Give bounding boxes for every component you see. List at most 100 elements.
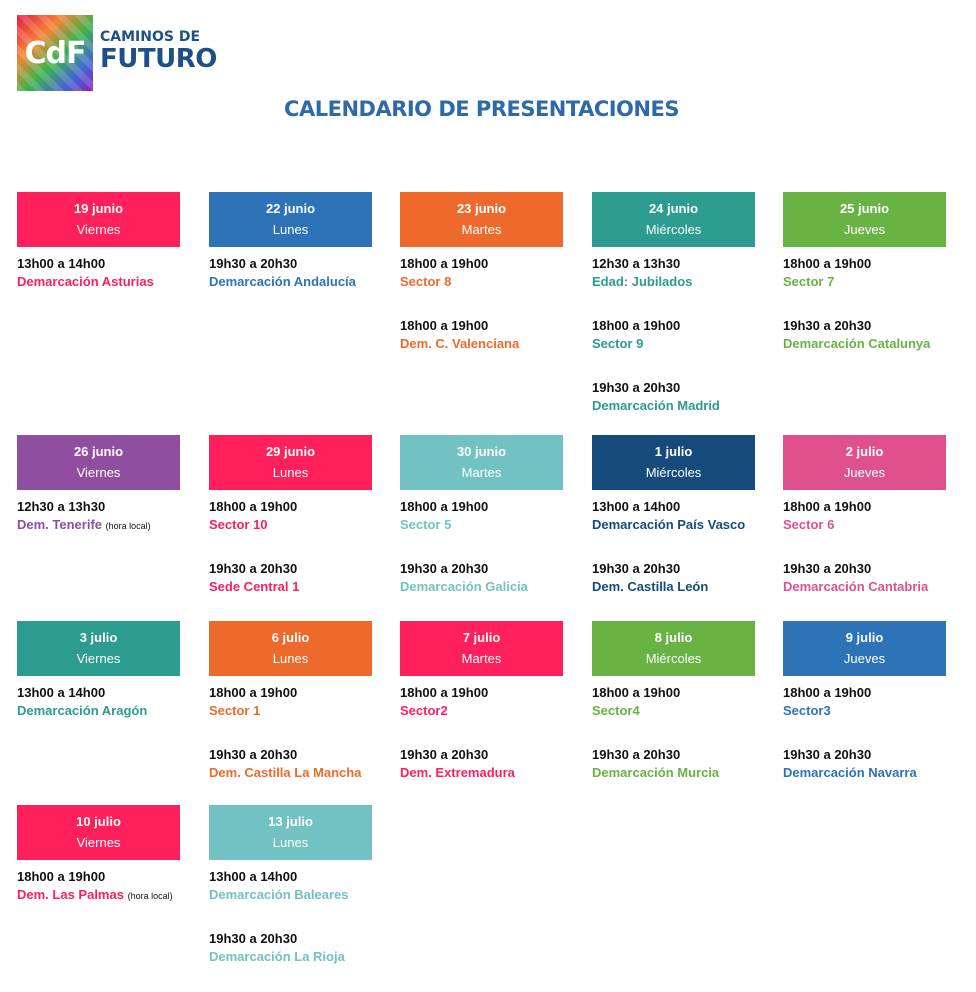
slot-event: Sector 5: [400, 516, 563, 534]
slot-event-name: Sector 1: [209, 703, 261, 718]
slot-event: Dem. Castilla León: [592, 578, 755, 596]
slot-event-name: Sector4: [592, 703, 640, 718]
slot-time: 12h30 a 13h30: [592, 256, 681, 271]
slot-event: Demarcación Murcia: [592, 764, 755, 782]
slot-time: 19h30 a 20h30: [209, 931, 298, 946]
day-date: 25 junio: [839, 201, 890, 216]
day-weekday: Jueves: [843, 222, 886, 237]
slot-item: 19h30 a 20h30 Sede Central 1: [209, 560, 372, 622]
day-weekday: Jueves: [843, 651, 886, 666]
day-weekday: Lunes: [272, 651, 309, 666]
slot-event: Sector3: [783, 702, 946, 720]
slot-time: 13h00 a 14h00: [17, 256, 106, 271]
day-card-header: 30 junio Martes: [400, 435, 563, 490]
slot-event: Demarcación Aragón: [17, 702, 180, 720]
slot-note: (hora local): [105, 521, 151, 531]
day-date: 29 junio: [265, 444, 316, 459]
slot-time: 18h00 a 19h00: [592, 318, 681, 333]
slot-event: Dem. Castilla La Mancha: [209, 764, 372, 782]
day-date: 8 julio: [654, 630, 693, 645]
slot-time: 19h30 a 20h30: [592, 380, 681, 395]
slot-list: 13h00 a 14h00 Demarcación Baleares 19h30 a…: [209, 868, 372, 992]
day-date: 9 julio: [845, 630, 884, 645]
slot-item: 18h00 a 19h00 Sector2: [400, 684, 563, 746]
slot-event-name: Demarcación Baleares: [209, 887, 349, 902]
slot-item: 19h30 a 20h30 Dem. Extremadura: [400, 746, 563, 808]
slot-event: Demarcación País Vasco: [592, 516, 755, 534]
logo-line2: FUTURO: [100, 44, 217, 74]
slot-event: Sector 1: [209, 702, 372, 720]
slot-item: 18h00 a 19h00 Sector 1: [209, 684, 372, 746]
slot-time: 18h00 a 19h00: [400, 499, 489, 514]
slot-event-name: Sector 9: [592, 336, 644, 351]
day-card: 8 julio Miércoles 18h00 a 19h00 Sector4 19h3…: [592, 621, 755, 808]
slot-list: 13h00 a 14h00 Demarcación País Vasco 19h30…: [592, 498, 755, 622]
slot-item: 12h30 a 13h30 Dem. Tenerife (hora local): [17, 498, 180, 560]
logo-line1: CAMINOS DE: [100, 29, 201, 45]
slot-event: Sector4: [592, 702, 755, 720]
day-date: 13 julio: [268, 814, 313, 829]
slot-list: 18h00 a 19h00 Sector2 19h30 a 20h30 Dem. Ex…: [400, 684, 563, 808]
slot-time: 19h30 a 20h30: [400, 561, 489, 576]
day-card: 26 junio Viernes 12h30 a 13h30 Dem. Tenerif…: [17, 435, 180, 560]
day-card-header: 9 julio Jueves: [783, 621, 946, 676]
slot-event-name: Sector3: [783, 703, 831, 718]
slot-item: 19h30 a 20h30 Demarcación Murcia: [592, 746, 755, 808]
day-card: 2 julio Jueves 18h00 a 19h00 Sector 6 19h30 …: [783, 435, 946, 622]
slot-event: Dem. Las Palmas (hora local): [17, 886, 180, 905]
day-card: 25 junio Jueves 18h00 a 19h00 Sector 7 19h30…: [783, 192, 946, 379]
slot-event-name: Demarcación País Vasco: [592, 517, 746, 532]
slot-item: 19h30 a 20h30 Demarcación La Rioja: [209, 930, 372, 992]
slot-time: 18h00 a 19h00: [783, 685, 872, 700]
slot-item: 12h30 a 13h30 Edad: Jubilados: [592, 255, 755, 317]
slot-time: 18h00 a 19h00: [400, 318, 489, 333]
slot-item: 13h00 a 14h00 Demarcación Baleares: [209, 868, 372, 930]
slot-list: 12h30 a 13h30 Edad: Jubilados 18h00 a 19h0…: [592, 255, 755, 441]
day-card: 29 junio Lunes 18h00 a 19h00 Sector 10 19h30…: [209, 435, 372, 622]
day-card-header: 2 julio Jueves: [783, 435, 946, 490]
slot-item: 18h00 a 19h00 Sector 10: [209, 498, 372, 560]
slot-time: 19h30 a 20h30: [209, 747, 298, 762]
day-card: 24 junio Miércoles 12h30 a 13h30 Edad: Jubi…: [592, 192, 755, 441]
slot-event: Demarcación Asturias: [17, 273, 180, 291]
day-weekday: Lunes: [272, 465, 309, 480]
slot-list: 13h00 a 14h00 Demarcación Aragón: [17, 684, 180, 746]
slot-event-name: Sector 6: [783, 517, 835, 532]
slot-time: 19h30 a 20h30: [783, 747, 872, 762]
day-weekday: Martes: [461, 651, 502, 666]
slot-time: 18h00 a 19h00: [783, 499, 872, 514]
slot-event-name: Sector 10: [209, 517, 268, 532]
logo-mark-text: CdF: [24, 35, 87, 71]
slot-item: 18h00 a 19h00 Sector 9: [592, 317, 755, 379]
day-date: 22 junio: [265, 201, 316, 216]
slot-time: 13h00 a 14h00: [17, 685, 106, 700]
page-title: CALENDARIO DE PRESENTACIONES: [284, 97, 679, 121]
day-weekday: Miércoles: [645, 465, 702, 480]
day-card: 9 julio Jueves 18h00 a 19h00 Sector3 19h30 a…: [783, 621, 946, 808]
slot-time: 19h30 a 20h30: [209, 561, 298, 576]
slot-event: Sector 10: [209, 516, 372, 534]
day-card-header: 3 julio Viernes: [17, 621, 180, 676]
slot-list: 18h00 a 19h00 Sector 5 19h30 a 20h30 Demarc…: [400, 498, 563, 622]
day-card-header: 13 julio Lunes: [209, 805, 372, 860]
slot-event: Demarcación Andalucía: [209, 273, 372, 291]
day-card-header: 1 julio Miércoles: [592, 435, 755, 490]
day-weekday: Miércoles: [645, 222, 702, 237]
slot-time: 19h30 a 20h30: [592, 561, 681, 576]
day-date: 7 julio: [462, 630, 501, 645]
slot-time: 18h00 a 19h00: [209, 499, 298, 514]
slot-item: 18h00 a 19h00 Sector 7: [783, 255, 946, 317]
day-weekday: Lunes: [272, 835, 309, 850]
slot-item: 18h00 a 19h00 Sector 5: [400, 498, 563, 560]
slot-event-name: Dem. Castilla La Mancha: [209, 765, 362, 780]
slot-event: Sector 9: [592, 335, 755, 353]
slot-time: 18h00 a 19h00: [17, 869, 106, 884]
day-weekday: Viernes: [76, 835, 121, 850]
day-date: 26 junio: [73, 444, 124, 459]
day-weekday: Martes: [461, 465, 502, 480]
day-card-header: 6 julio Lunes: [209, 621, 372, 676]
day-card-header: 7 julio Martes: [400, 621, 563, 676]
slot-event-name: Dem. Tenerife: [17, 517, 103, 532]
day-date: 10 julio: [76, 814, 121, 829]
day-card: 7 julio Martes 18h00 a 19h00 Sector2 19h30 a…: [400, 621, 563, 808]
